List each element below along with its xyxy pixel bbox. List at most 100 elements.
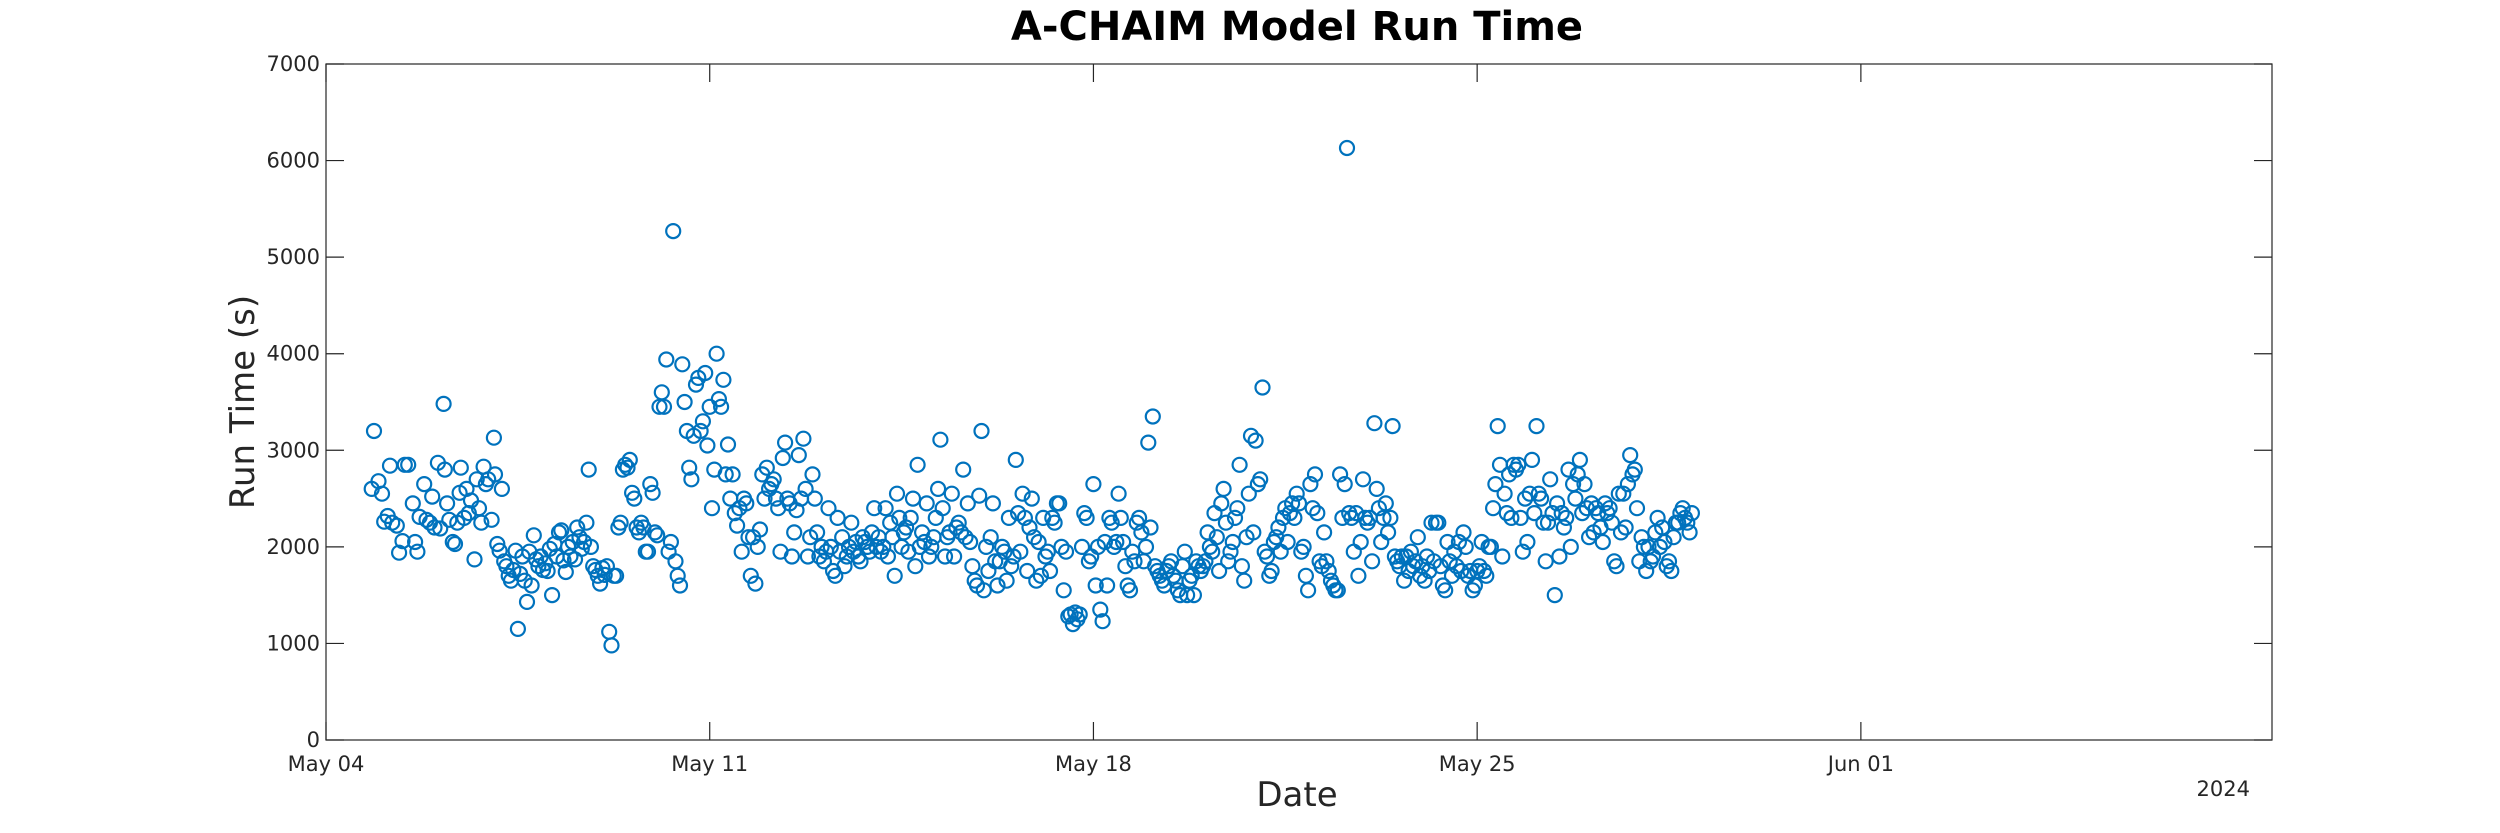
data-point	[1281, 504, 1299, 522]
data-point	[758, 459, 775, 476]
data-point	[1626, 461, 1643, 478]
data-point	[738, 495, 755, 512]
data-point	[1423, 514, 1440, 531]
data-point	[646, 524, 664, 541]
data-point	[715, 371, 732, 388]
data-point	[852, 553, 869, 570]
data-point	[1345, 543, 1362, 560]
data-point	[1247, 432, 1264, 449]
data-point	[543, 586, 561, 604]
data-point	[365, 422, 383, 440]
data-point	[1258, 548, 1276, 565]
data-point	[658, 351, 675, 368]
data-point	[1674, 500, 1691, 517]
data-point	[435, 395, 452, 412]
data-point	[943, 485, 960, 502]
data-point	[936, 548, 954, 565]
data-point	[820, 500, 837, 517]
data-point	[1208, 529, 1225, 546]
data-point	[1560, 461, 1577, 478]
data-point	[1229, 500, 1246, 517]
data-point	[1338, 139, 1356, 157]
data-point	[1204, 543, 1221, 560]
data-point	[1612, 524, 1630, 541]
data-point	[601, 623, 618, 640]
data-point	[1638, 562, 1655, 580]
data-point	[749, 538, 766, 556]
data-point	[1290, 495, 1308, 512]
data-point	[669, 567, 686, 584]
data-point	[1443, 567, 1461, 584]
data-point	[1363, 553, 1381, 570]
data-point	[1306, 466, 1324, 483]
data-point	[1176, 543, 1193, 560]
data-point	[751, 521, 769, 538]
data-point	[1217, 514, 1235, 531]
data-point	[1619, 476, 1637, 493]
data-point	[1548, 495, 1566, 512]
data-point	[920, 548, 938, 565]
data-point	[866, 500, 883, 517]
data-point	[486, 466, 504, 483]
data-point	[827, 567, 844, 584]
data-point	[466, 551, 483, 568]
data-point	[523, 577, 540, 594]
data-point	[424, 488, 441, 505]
data-point	[1185, 586, 1203, 604]
data-point	[1354, 471, 1372, 488]
data-point	[1124, 543, 1141, 560]
data-point	[550, 524, 568, 541]
data-point	[493, 480, 510, 497]
data-point	[1096, 533, 1114, 551]
y-tick-label: 7000	[267, 52, 320, 76]
data-point	[1478, 567, 1495, 584]
data-point	[1594, 533, 1611, 551]
y-tick-label: 2000	[267, 535, 320, 559]
data-point	[1651, 538, 1669, 556]
data-point	[662, 533, 680, 551]
data-point	[557, 563, 574, 581]
data-point	[1012, 543, 1029, 560]
data-point	[1649, 509, 1666, 527]
data-point	[394, 532, 411, 550]
data-point	[1395, 572, 1413, 589]
data-point	[989, 577, 1006, 594]
data-point	[959, 495, 976, 512]
data-point	[1053, 538, 1070, 556]
data-point	[1683, 504, 1701, 522]
data-point	[1519, 533, 1536, 551]
data-point	[945, 548, 963, 565]
data-point	[1681, 524, 1698, 541]
data-point	[1021, 519, 1038, 536]
data-point	[441, 511, 458, 528]
data-point	[982, 529, 999, 546]
data-point	[1379, 524, 1397, 541]
data-point	[950, 514, 967, 531]
data-point	[877, 500, 894, 517]
plot-area	[325, 63, 2273, 741]
data-point	[927, 509, 944, 527]
data-point	[804, 466, 821, 483]
data-point	[1512, 509, 1529, 527]
data-point	[1487, 476, 1504, 493]
data-point	[619, 459, 636, 476]
data-point	[1117, 558, 1134, 575]
data-point	[1416, 572, 1433, 589]
data-point	[1558, 509, 1575, 527]
data-point	[1542, 471, 1559, 488]
data-point	[710, 391, 728, 408]
data-point	[834, 529, 851, 546]
data-point	[1663, 562, 1680, 580]
data-point	[909, 456, 926, 473]
data-point	[918, 495, 935, 512]
data-point	[703, 500, 721, 517]
data-point	[815, 553, 833, 570]
data-point	[653, 384, 670, 401]
data-point	[687, 376, 705, 393]
data-point	[747, 575, 764, 592]
data-point	[391, 544, 408, 561]
data-point	[1110, 485, 1127, 502]
data-point	[674, 356, 691, 373]
data-point	[1019, 562, 1036, 580]
data-point	[1574, 504, 1591, 522]
